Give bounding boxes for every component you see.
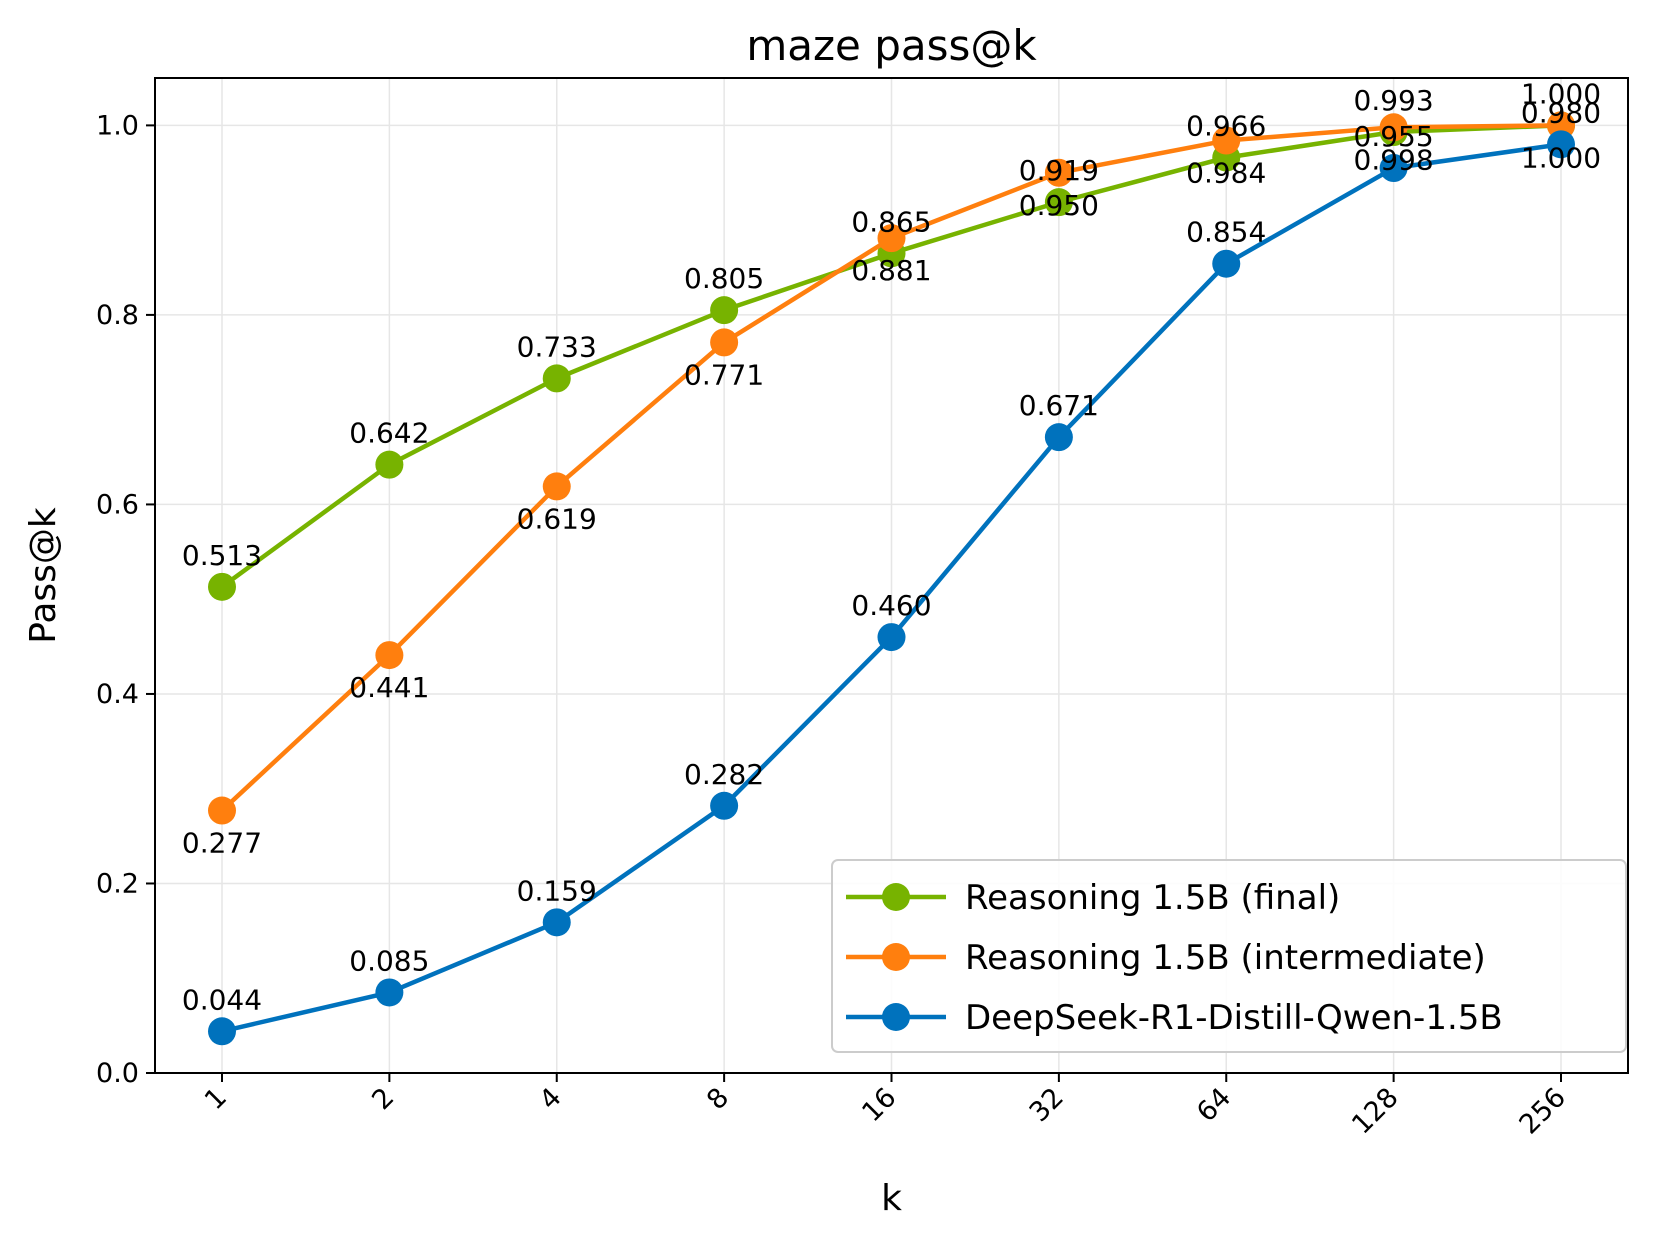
data-point xyxy=(542,364,571,393)
x-tick-label: 8 xyxy=(701,1082,735,1116)
legend-label: Reasoning 1.5B (final) xyxy=(965,878,1340,918)
data-point xyxy=(1212,249,1241,278)
data-point xyxy=(1379,154,1408,183)
data-label: 1.000 xyxy=(1521,77,1601,110)
data-label: 0.950 xyxy=(1019,189,1099,222)
data-label: 0.277 xyxy=(182,827,262,860)
data-point xyxy=(542,472,571,501)
x-tick-label: 256 xyxy=(1514,1082,1572,1140)
data-label: 0.865 xyxy=(851,205,931,238)
y-axis: 0.0 0.2 0.4 0.6 0.8 1.0 xyxy=(96,110,155,1089)
data-point xyxy=(1044,158,1073,187)
legend-swatch-marker xyxy=(882,943,910,971)
data-label: 0.881 xyxy=(851,254,931,287)
x-axis: 1 2 4 8 16 32 64 128 256 xyxy=(199,1073,1572,1140)
data-point xyxy=(710,296,739,325)
y-tick-label: 0.2 xyxy=(96,868,139,899)
data-point xyxy=(877,224,906,253)
y-axis-title: Pass@k xyxy=(23,507,64,644)
data-label: 0.805 xyxy=(684,262,764,295)
data-point xyxy=(710,328,739,357)
data-label: 0.642 xyxy=(349,417,429,450)
data-label: 0.980 xyxy=(1521,96,1601,129)
x-tick-label: 1 xyxy=(199,1082,233,1116)
data-point xyxy=(710,791,739,820)
data-label: 0.998 xyxy=(1354,143,1434,176)
legend-swatch-marker xyxy=(882,883,910,911)
data-point xyxy=(1379,113,1408,142)
x-tick-label: 64 xyxy=(1191,1082,1237,1128)
data-label: 0.044 xyxy=(182,983,262,1016)
data-label: 0.441 xyxy=(349,671,429,704)
y-tick-label: 0.8 xyxy=(96,300,139,331)
data-label: 0.955 xyxy=(1354,120,1434,153)
data-point xyxy=(1044,188,1073,217)
data-label: 0.854 xyxy=(1186,216,1266,249)
data-point xyxy=(1044,423,1073,452)
data-label: 0.733 xyxy=(517,330,597,363)
data-label: 0.513 xyxy=(182,539,262,572)
y-tick-label: 0.6 xyxy=(96,489,139,520)
data-label: 0.619 xyxy=(517,502,597,535)
data-point xyxy=(375,641,404,670)
data-point xyxy=(375,978,404,1007)
data-label: 0.993 xyxy=(1354,84,1434,117)
data-label: 0.282 xyxy=(684,758,764,791)
data-point xyxy=(208,1017,236,1046)
data-label: 0.966 xyxy=(1186,110,1266,143)
data-point xyxy=(877,623,906,652)
x-tick-label: 32 xyxy=(1024,1082,1070,1128)
data-label: 0.984 xyxy=(1186,157,1266,190)
y-tick-label: 1.0 xyxy=(96,110,139,141)
data-labels: 0.513 0.642 0.733 0.805 0.865 0.919 0.966 0.993… xyxy=(182,77,1601,1016)
x-tick-label: 128 xyxy=(1346,1082,1404,1140)
x-axis-title: k xyxy=(881,1178,902,1219)
x-tick-label: 2 xyxy=(366,1082,400,1116)
data-point xyxy=(208,796,236,825)
y-tick-label: 0.0 xyxy=(96,1058,139,1089)
legend-label: Reasoning 1.5B (intermediate) xyxy=(965,938,1486,978)
x-tick-label: 16 xyxy=(856,1082,902,1128)
data-label: 0.771 xyxy=(684,358,764,391)
legend: Reasoning 1.5B (final) Reasoning 1.5B (in… xyxy=(831,859,1627,1053)
data-label: 0.085 xyxy=(349,944,429,977)
data-point xyxy=(208,572,236,601)
data-point xyxy=(1212,126,1241,155)
legend-box xyxy=(831,859,1627,1053)
chart-title: maze pass@k xyxy=(746,21,1037,70)
data-label: 1.000 xyxy=(1521,141,1601,174)
data-label: 0.460 xyxy=(851,589,931,622)
data-label: 0.919 xyxy=(1019,154,1099,187)
data-label: 0.671 xyxy=(1019,389,1099,422)
series-layer xyxy=(208,111,1575,1046)
data-label: 0.159 xyxy=(517,874,597,907)
legend-label: DeepSeek-R1-Distill-Qwen-1.5B xyxy=(965,998,1503,1038)
data-point xyxy=(375,450,404,479)
data-point xyxy=(1547,130,1575,159)
x-tick-label: 4 xyxy=(534,1082,568,1116)
data-point xyxy=(542,908,571,937)
legend-swatch-marker xyxy=(882,1003,910,1031)
y-tick-label: 0.4 xyxy=(96,679,139,710)
